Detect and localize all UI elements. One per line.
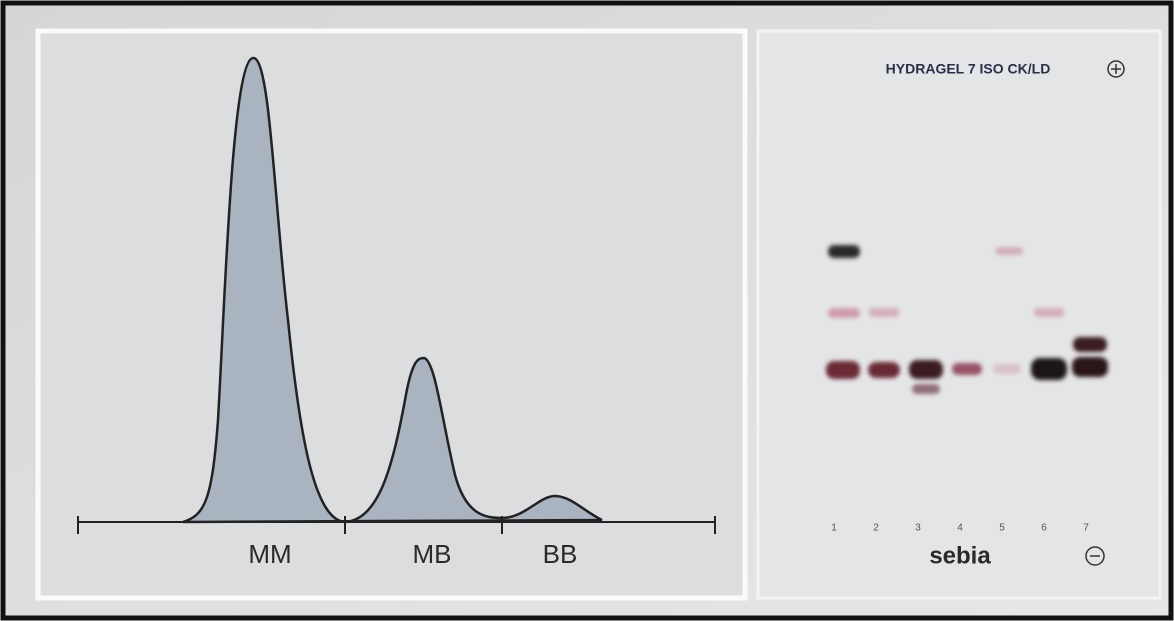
lane-number: 1 [831, 523, 837, 534]
lane-number: 4 [957, 523, 963, 534]
fraction-label: MB [413, 539, 452, 569]
gel-panel [758, 31, 1160, 598]
lane-number: 6 [1041, 523, 1047, 534]
brand: sebia [929, 542, 991, 569]
gel-title: HYDRAGEL 7 ISO CK/LD [886, 61, 1051, 77]
fraction-label: BB [543, 539, 578, 569]
lane-number: 5 [999, 523, 1005, 534]
lane-number: 3 [915, 523, 921, 534]
electrophoresis-figure: MM MB BB HYDRAGEL 7 ISO CK/LD 1 2 3 4 5 … [0, 0, 1174, 621]
lane-number: 7 [1083, 523, 1089, 534]
fraction-label: MM [248, 539, 291, 569]
lane-number: 2 [873, 523, 879, 534]
